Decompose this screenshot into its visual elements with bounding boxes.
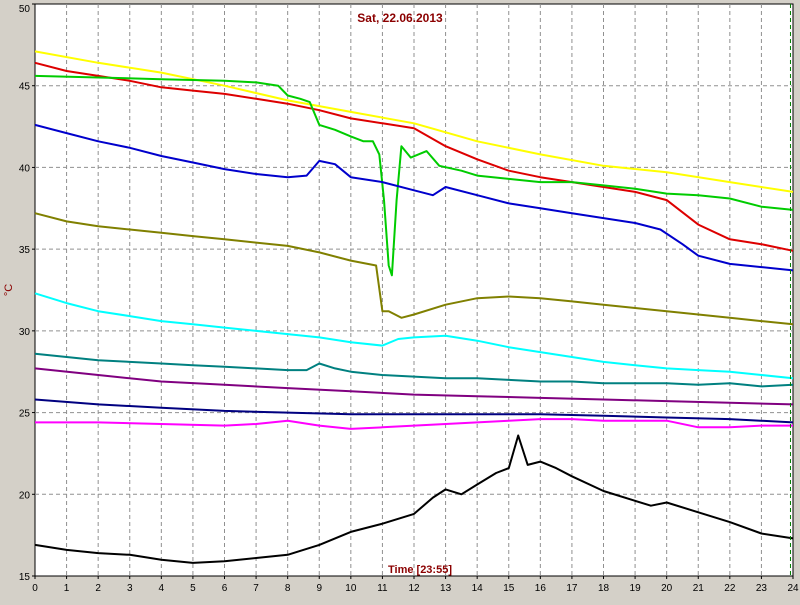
x-tick-label: 18 [598, 583, 610, 594]
y-tick-label: 20 [19, 490, 31, 501]
series-line-6 [34, 292, 794, 380]
x-tick-label: 8 [285, 583, 291, 594]
y-tick-label: 35 [19, 245, 31, 256]
y-axis-label: °C [3, 284, 15, 296]
series-line-2 [34, 61, 794, 252]
x-tick-label: 1 [64, 583, 70, 594]
x-tick-label: 2 [95, 583, 101, 594]
y-tick-label: 25 [19, 409, 31, 420]
y-axis-ticks: 15 20 25 30 35 40 45 50 [19, 3, 35, 583]
x-tick-label: 23 [756, 583, 768, 594]
y-tick-label: 45 [19, 82, 31, 93]
series-line-3 [34, 74, 794, 277]
x-tick-label: 19 [630, 583, 642, 594]
x-tick-label: 21 [693, 583, 705, 594]
x-tick-label: 16 [535, 583, 547, 594]
series-line-4 [34, 123, 794, 272]
series-lines [34, 50, 794, 564]
y-tick-label: 15 [19, 572, 31, 583]
x-tick-label: 9 [316, 583, 322, 594]
series-line-1 [34, 50, 794, 193]
series-line-9 [34, 398, 794, 424]
y-tick-label: 30 [19, 327, 31, 338]
x-tick-label: 20 [661, 583, 673, 594]
x-tick-label: 13 [440, 583, 452, 594]
y-tick-label: 50 [19, 4, 31, 15]
series-line-11 [34, 434, 794, 564]
chart-title: Sat, 22.06.2013 [357, 11, 443, 25]
x-tick-label: 22 [724, 583, 736, 594]
x-tick-label: 3 [127, 583, 133, 594]
x-axis-label: Time [23:55] [388, 564, 452, 576]
x-tick-label: 0 [32, 583, 38, 594]
y-tick-label: 40 [19, 163, 31, 174]
x-tick-label: 12 [408, 583, 420, 594]
series-line-7 [34, 352, 794, 388]
x-axis-ticks: 0 1 2 3 4 5 6 7 8 9 10 11 12 13 14 15 16 17 18 19 20 21 22 23 24 [32, 576, 799, 594]
x-tick-label: 7 [253, 583, 259, 594]
series-line-5 [34, 212, 794, 326]
series-line-10 [35, 418, 793, 430]
x-tick-label: 15 [503, 583, 515, 594]
x-tick-label: 14 [472, 583, 484, 594]
x-tick-label: 24 [787, 583, 799, 594]
x-tick-label: 11 [377, 583, 388, 594]
x-tick-label: 10 [345, 583, 357, 594]
x-tick-label: 4 [159, 583, 165, 594]
x-tick-label: 17 [566, 583, 578, 594]
x-tick-label: 6 [222, 583, 228, 594]
grid-lines [35, 4, 793, 576]
x-tick-label: 5 [190, 583, 196, 594]
series-line-8 [34, 367, 794, 406]
